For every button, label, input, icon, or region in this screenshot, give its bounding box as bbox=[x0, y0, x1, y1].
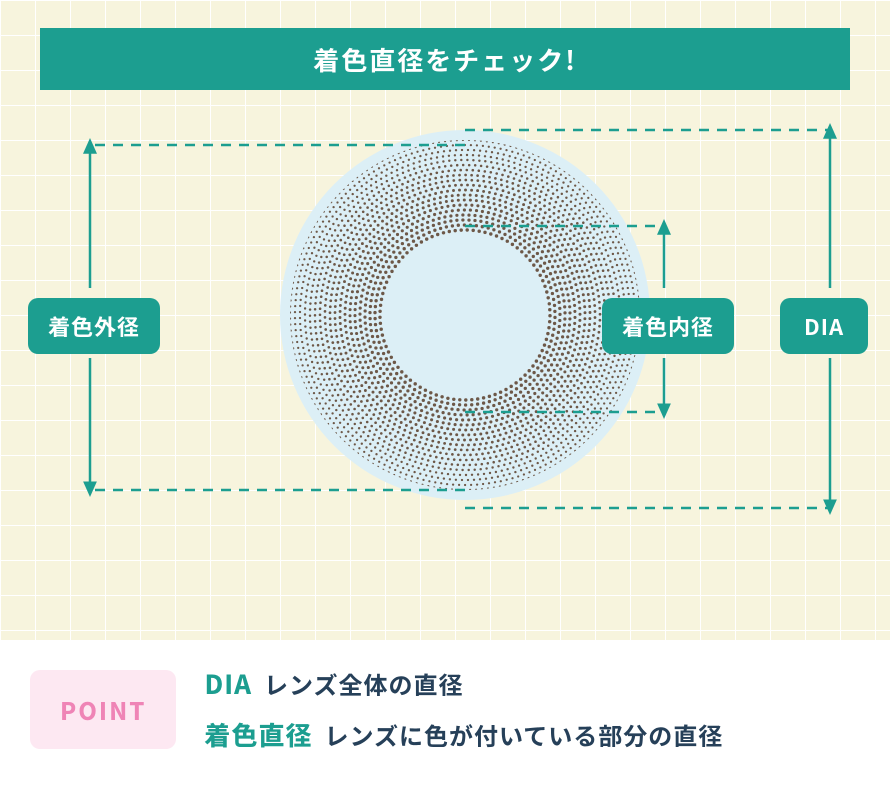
legend-dia-key: DIA bbox=[204, 665, 252, 702]
lens-diagram bbox=[280, 130, 650, 500]
legend: POINT DIA レンズ全体の直径 着色直径 レンズに色が付いている部分の直径 bbox=[30, 665, 860, 753]
label-outer-text: 着色外径 bbox=[48, 310, 140, 342]
header-title-text: 着色直径をチェック! bbox=[313, 41, 577, 78]
legend-text: DIA レンズ全体の直径 着色直径 レンズに色が付いている部分の直径 bbox=[204, 665, 723, 753]
point-badge-text: POINT bbox=[60, 692, 146, 727]
point-badge: POINT bbox=[30, 670, 176, 749]
label-outer-diameter: 着色外径 bbox=[28, 298, 160, 354]
legend-color-desc: レンズに色が付いている部分の直径 bbox=[324, 717, 723, 752]
label-dia: DIA bbox=[780, 298, 868, 354]
label-dia-text: DIA bbox=[804, 310, 844, 342]
label-inner-text: 着色内径 bbox=[622, 310, 714, 342]
legend-row-dia: DIA レンズ全体の直径 bbox=[204, 665, 723, 702]
legend-dia-desc: レンズ全体の直径 bbox=[264, 666, 464, 701]
legend-color-key: 着色直径 bbox=[204, 716, 312, 753]
legend-row-color: 着色直径 レンズに色が付いている部分の直径 bbox=[204, 716, 723, 753]
header-title-bar: 着色直径をチェック! bbox=[40, 28, 850, 90]
label-inner-diameter: 着色内径 bbox=[602, 298, 734, 354]
